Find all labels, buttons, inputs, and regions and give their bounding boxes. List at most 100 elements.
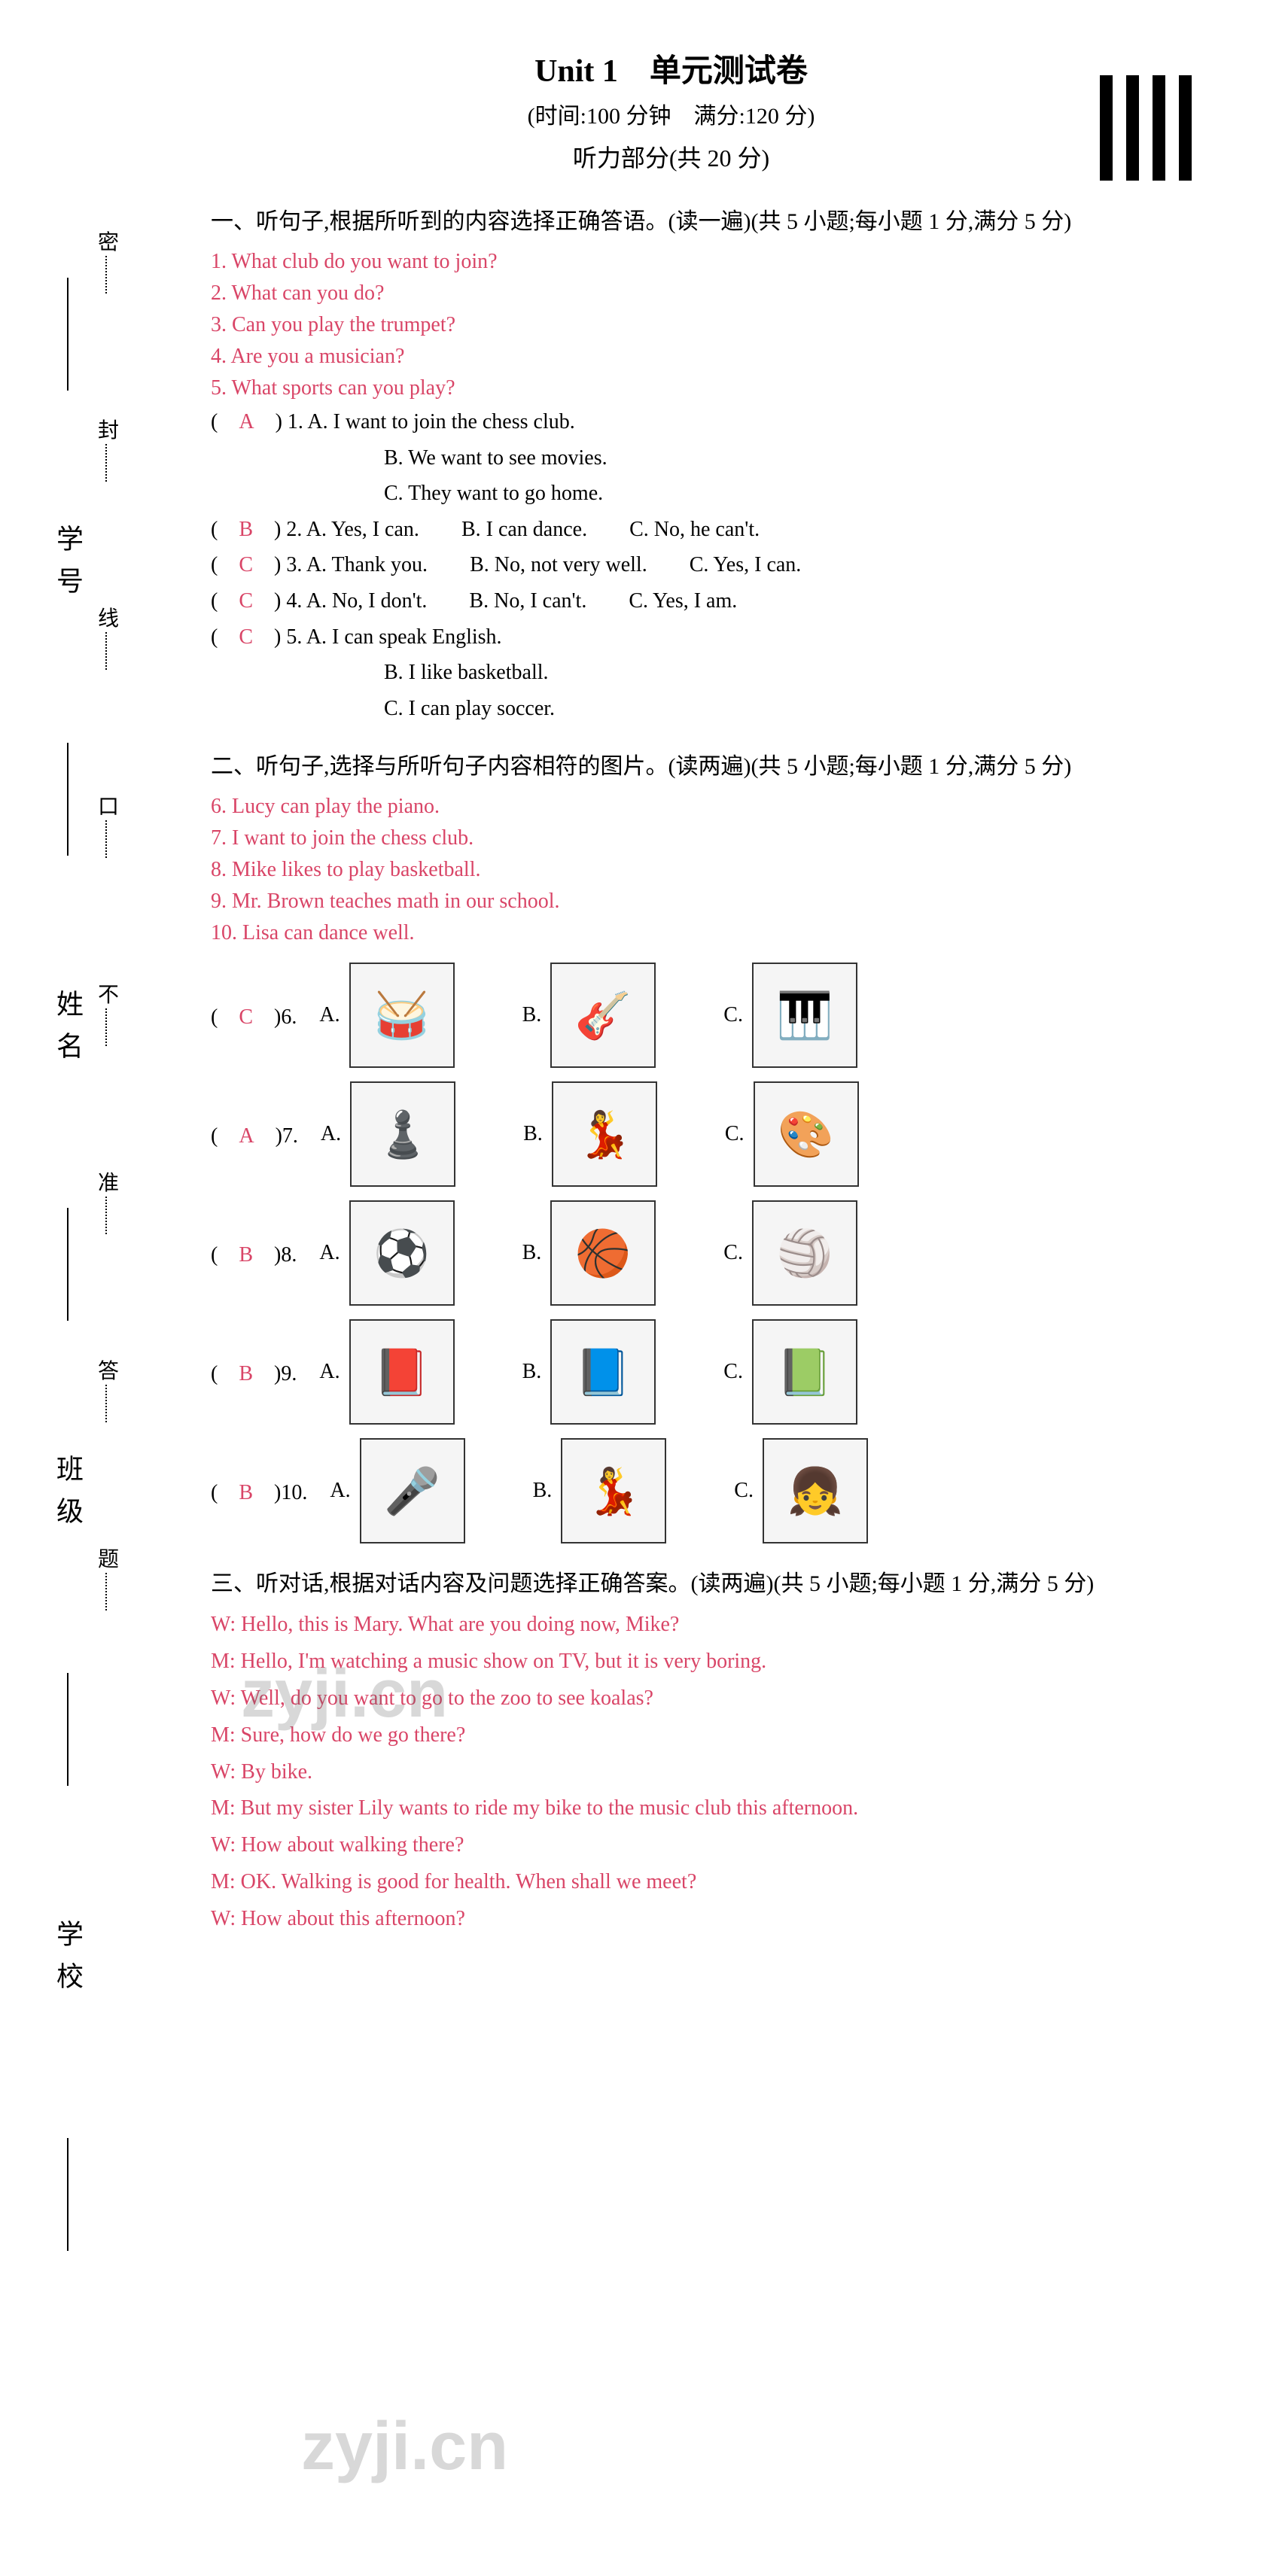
picture-option: B. 🎸 xyxy=(522,963,656,1068)
answer: C xyxy=(239,553,253,576)
class-label: 班级 xyxy=(48,1455,87,1539)
side-markers: 密 封 线 口 不 准 答 题 xyxy=(98,226,119,1731)
option-label: C. xyxy=(723,1241,743,1265)
question-1: ( A ) 1. A. I want to join the chess clu… xyxy=(211,404,1177,440)
section2-title: 二、听句子,选择与所听句子内容相符的图片。(读两遍)(共 5 小题;每小题 1 … xyxy=(211,749,1177,785)
picture-option: C. 📗 xyxy=(723,1319,857,1425)
picture-icon: 📘 xyxy=(550,1319,656,1425)
picture-icon: 📕 xyxy=(349,1319,455,1425)
picture-row: ( B )10. A. 🎤 B. 💃 C.👧 xyxy=(211,1438,1177,1543)
dialogue-line: W: How about walking there? xyxy=(211,1829,1177,1863)
option: C. They want to go home. xyxy=(384,476,1177,512)
marker-char: 线 xyxy=(98,607,119,631)
question-prefix: ( B )8. xyxy=(211,1238,297,1268)
watermark: zyji.cn xyxy=(301,2408,508,2486)
dialogue-line: W: By bike. xyxy=(211,1756,1177,1790)
sidebar: 学号 姓名 班级 学校 xyxy=(30,211,105,2318)
dialogue-line: M: But my sister Lily wants to ride my b… xyxy=(211,1792,1177,1826)
picture-option: B. 💃 xyxy=(533,1438,667,1543)
option-label: B. xyxy=(522,1003,542,1027)
answer: A xyxy=(239,410,254,433)
picture-option: B.📘 xyxy=(522,1319,656,1425)
question-prefix: ( C )6. xyxy=(211,1000,297,1030)
option-label: C. xyxy=(725,1122,745,1146)
school-label: 学校 xyxy=(48,1920,87,2004)
content: 一、听句子,根据所听到的内容选择正确答语。(读一遍)(共 5 小题;每小题 1 … xyxy=(211,204,1222,1936)
option-label: C. xyxy=(734,1479,754,1503)
sidebar-line xyxy=(67,1673,69,1786)
marker-char: 准 xyxy=(98,1172,119,1195)
script-line: 5. What sports can you play? xyxy=(211,373,1177,404)
option-label: A. xyxy=(319,1241,340,1265)
picture-icon: 💃 xyxy=(552,1081,657,1187)
student-id-label: 学号 xyxy=(48,525,87,609)
picture-icon: 🎸 xyxy=(550,963,656,1068)
picture-icon: ♟️ xyxy=(350,1081,455,1187)
option-label: B. xyxy=(533,1479,553,1503)
picture-option: B. 💃 xyxy=(523,1081,657,1187)
picture-option: C. 🎹 xyxy=(723,963,857,1068)
dialogue-line: M: OK. Walking is good for health. When … xyxy=(211,1866,1177,1899)
picture-option: C. 🏐 xyxy=(723,1200,857,1306)
picture-option: B.🏀 xyxy=(522,1200,656,1306)
picture-icon: 🎤 xyxy=(360,1438,465,1543)
marker-char: 答 xyxy=(98,1360,119,1383)
question-3: ( C ) 3. A. Thank you. B. No, not very w… xyxy=(211,547,1177,583)
dialogue-line: M: Sure, how do we go there? xyxy=(211,1719,1177,1753)
dialogue-line: M: Hello, I'm watching a music show on T… xyxy=(211,1645,1177,1679)
option-label: C. xyxy=(723,1003,743,1027)
picture-row: ( B )9.A.📕B.📘C.📗 xyxy=(211,1319,1177,1425)
script-line: 8. Mike likes to play basketball. xyxy=(211,854,1177,886)
option-label: A. xyxy=(319,1003,340,1027)
sidebar-line xyxy=(67,1208,69,1321)
script-line: 1. What club do you want to join? xyxy=(211,246,1177,278)
picture-row: ( B )8.A.⚽B.🏀C.🏐 xyxy=(211,1200,1177,1306)
script-line: 9. Mr. Brown teaches math in our school. xyxy=(211,886,1177,917)
script-line: 2. What can you do? xyxy=(211,278,1177,309)
picture-icon: 📗 xyxy=(752,1319,857,1425)
picture-icon: 🎹 xyxy=(752,963,857,1068)
picture-option: C.👧 xyxy=(734,1438,868,1543)
section1-title: 一、听句子,根据所听到的内容选择正确答语。(读一遍)(共 5 小题;每小题 1 … xyxy=(211,204,1177,240)
picture-option: C. 🎨 xyxy=(725,1081,859,1187)
header: Unit 1 单元测试卷 (时间:100 分钟 满分:120 分) 听力部分(共… xyxy=(120,45,1222,174)
option: B. We want to see movies. xyxy=(384,440,1177,476)
dialogue-line: W: How about this afternoon? xyxy=(211,1902,1177,1936)
marker-char: 不 xyxy=(98,984,119,1007)
name-label: 姓名 xyxy=(48,990,87,1074)
section3-title: 三、听对话,根据对话内容及问题选择正确答案。(读两遍)(共 5 小题;每小题 1… xyxy=(211,1566,1177,1602)
marker-char: 密 xyxy=(98,231,119,254)
option-label: A. xyxy=(319,1360,340,1384)
picture-option: A. 📕 xyxy=(319,1319,454,1425)
option-label: B. xyxy=(523,1122,543,1146)
option-label: A. xyxy=(321,1122,341,1146)
question-prefix: ( A )7. xyxy=(211,1119,298,1149)
answer: B xyxy=(239,518,253,541)
listening-section-label: 听力部分(共 20 分) xyxy=(120,139,1222,174)
picture-questions: ( C )6. A. 🥁 B. 🎸 C. 🎹 ( A )7. A. ♟️ B. 💃 C. 🎨 ( B )8.… xyxy=(211,963,1177,1543)
dialogue-line: W: Well, do you want to go to the zoo to… xyxy=(211,1682,1177,1716)
picture-row: ( C )6. A. 🥁 B. 🎸 C. 🎹 xyxy=(211,963,1177,1068)
answer: C xyxy=(239,589,253,613)
option-label: A. xyxy=(330,1479,350,1503)
picture-icon: 🏀 xyxy=(550,1200,656,1306)
script-line: 3. Can you play the trumpet? xyxy=(211,309,1177,341)
marker-char: 口 xyxy=(98,795,119,819)
question-5: ( C ) 5. A. I can speak English. xyxy=(211,619,1177,655)
option: B. I like basketball. xyxy=(384,655,1177,691)
sidebar-line xyxy=(67,743,69,856)
picture-icon: 🏐 xyxy=(752,1200,857,1306)
question-prefix: ( B )10. xyxy=(211,1476,307,1506)
script-line: 6. Lucy can play the piano. xyxy=(211,791,1177,823)
picture-icon: 🥁 xyxy=(349,963,455,1068)
picture-row: ( A )7. A. ♟️ B. 💃 C. 🎨 xyxy=(211,1081,1177,1187)
picture-icon: 🎨 xyxy=(754,1081,859,1187)
marker-char: 题 xyxy=(98,1548,119,1571)
script-line: 7. I want to join the chess club. xyxy=(211,823,1177,854)
option-label: C. xyxy=(723,1360,743,1384)
picture-icon: 💃 xyxy=(561,1438,666,1543)
page-subtitle: (时间:100 分钟 满分:120 分) xyxy=(120,97,1222,130)
qr-code xyxy=(1086,75,1192,181)
dialogue-line: W: Hello, this is Mary. What are you doi… xyxy=(211,1608,1177,1642)
question-2: ( B ) 2. A. Yes, I can. B. I can dance. … xyxy=(211,512,1177,548)
